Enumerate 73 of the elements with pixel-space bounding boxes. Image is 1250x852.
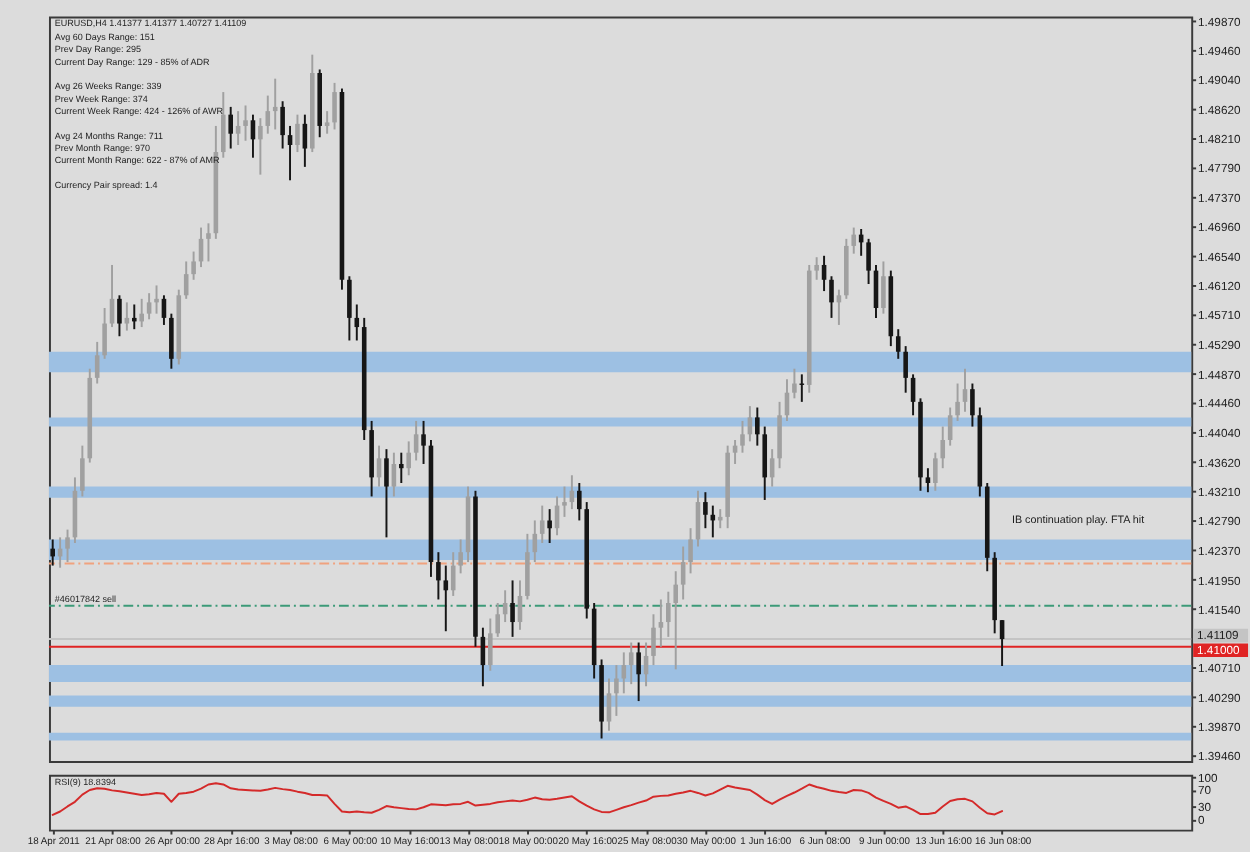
candlestick xyxy=(50,538,55,567)
candlestick xyxy=(154,284,159,315)
candlestick xyxy=(651,613,656,667)
candlestick xyxy=(851,226,857,255)
candlestick xyxy=(272,77,278,131)
candlestick xyxy=(510,579,515,638)
candlestick xyxy=(658,598,664,648)
candlestick xyxy=(666,590,671,638)
candlestick xyxy=(347,275,352,342)
candlestick xyxy=(614,664,619,717)
candlestick xyxy=(562,485,567,518)
candlestick xyxy=(191,250,196,281)
candlestick xyxy=(443,564,449,633)
candlestick xyxy=(829,275,834,319)
candlestick xyxy=(777,400,782,470)
candlestick xyxy=(717,508,723,530)
candlestick xyxy=(206,222,211,263)
candlestick xyxy=(436,551,441,601)
candlestick xyxy=(539,504,545,544)
candlestick xyxy=(228,105,233,150)
candlestick xyxy=(688,527,693,575)
candlestick xyxy=(903,345,908,394)
candlestick xyxy=(740,419,745,454)
candlestick xyxy=(280,100,285,150)
candlestick xyxy=(80,444,85,498)
candlestick xyxy=(488,617,493,672)
candlestick xyxy=(673,570,679,671)
candlestick xyxy=(895,328,901,360)
candlestick xyxy=(384,448,389,539)
candlestick xyxy=(547,508,552,544)
candlestick xyxy=(866,237,871,285)
candlestick xyxy=(354,303,360,342)
candlestick xyxy=(525,532,530,601)
candlestick xyxy=(258,117,263,176)
candlestick xyxy=(169,312,174,370)
candlestick xyxy=(814,256,819,281)
candlestick xyxy=(399,451,404,485)
candlestick xyxy=(146,292,152,321)
candlestick xyxy=(955,382,960,422)
candlestick xyxy=(265,94,271,135)
candlestick xyxy=(755,406,760,447)
candlestick xyxy=(139,297,144,329)
candlestick xyxy=(413,419,419,462)
candlestick xyxy=(940,425,946,470)
candlestick xyxy=(792,367,797,400)
candlestick xyxy=(458,538,463,575)
candlestick xyxy=(243,104,248,142)
candlestick xyxy=(65,528,70,564)
candlestick xyxy=(577,482,582,522)
candlestick xyxy=(970,382,975,428)
candlestick xyxy=(703,491,708,530)
candlestick xyxy=(117,294,122,338)
candlestick xyxy=(369,419,374,498)
candlestick xyxy=(636,641,641,703)
candlestick xyxy=(450,551,456,597)
candlestick xyxy=(495,602,501,638)
candlestick xyxy=(406,440,412,477)
candlestick xyxy=(881,260,886,315)
candlestick xyxy=(762,425,768,501)
line-series xyxy=(51,782,1004,816)
candlestick xyxy=(332,81,337,131)
candlestick xyxy=(324,110,330,135)
candlestick xyxy=(962,367,968,413)
candlestick xyxy=(220,91,226,159)
candlestick xyxy=(621,651,627,695)
candlestick xyxy=(933,451,938,492)
candlestick xyxy=(295,113,300,154)
candlestick xyxy=(124,301,130,332)
candlestick xyxy=(131,303,137,331)
candlestick xyxy=(628,641,634,686)
candlestick xyxy=(421,419,426,465)
candlestick xyxy=(925,467,931,494)
candlestick xyxy=(102,307,107,360)
